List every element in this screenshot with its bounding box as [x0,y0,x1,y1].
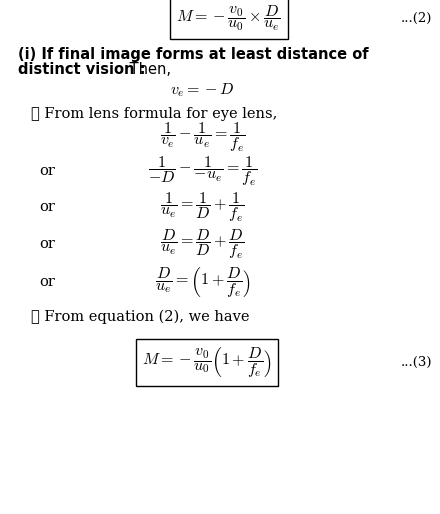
Text: distinct vision :: distinct vision : [18,62,145,77]
Text: $v_e = -D$: $v_e = -D$ [170,81,235,99]
Text: ∴ From lens formula for eye lens,: ∴ From lens formula for eye lens, [31,107,277,121]
Text: $\dfrac{1}{-D} - \dfrac{1}{-u_e} = \dfrac{1}{f_e}$: $\dfrac{1}{-D} - \dfrac{1}{-u_e} = \dfra… [148,154,257,188]
Text: $\dfrac{1}{v_e} - \dfrac{1}{u_e} = \dfrac{1}{f_e}$: $\dfrac{1}{v_e} - \dfrac{1}{u_e} = \dfra… [160,120,245,154]
Text: $M = -\dfrac{v_0}{u_0}\left(1 + \dfrac{D}{f_e}\right)$: $M = -\dfrac{v_0}{u_0}\left(1 + \dfrac{D… [142,345,271,379]
Text: (i) If final image forms at least distance of: (i) If final image forms at least distan… [18,47,368,63]
Text: or: or [40,163,55,178]
Text: or: or [40,274,55,289]
Text: $\dfrac{D}{u_e} = \dfrac{D}{D} + \dfrac{D}{f_e}$: $\dfrac{D}{u_e} = \dfrac{D}{D} + \dfrac{… [160,227,245,261]
Text: ∴ From equation (2), we have: ∴ From equation (2), we have [31,309,249,324]
Text: or: or [40,237,55,251]
Text: or: or [40,199,55,214]
Text: ...(2): ...(2) [400,11,432,25]
Text: Then,: Then, [125,62,172,77]
Text: ...(3): ...(3) [400,356,432,369]
Text: $M = -\dfrac{v_0}{u_0} \times \dfrac{D}{u_e}$: $M = -\dfrac{v_0}{u_0} \times \dfrac{D}{… [176,3,281,33]
Text: $\dfrac{D}{u_e} = \left(1 + \dfrac{D}{f_e}\right)$: $\dfrac{D}{u_e} = \left(1 + \dfrac{D}{f_… [155,265,250,299]
Text: $\dfrac{1}{u_e} = \dfrac{1}{D} + \dfrac{1}{f_e}$: $\dfrac{1}{u_e} = \dfrac{1}{D} + \dfrac{… [160,190,245,224]
